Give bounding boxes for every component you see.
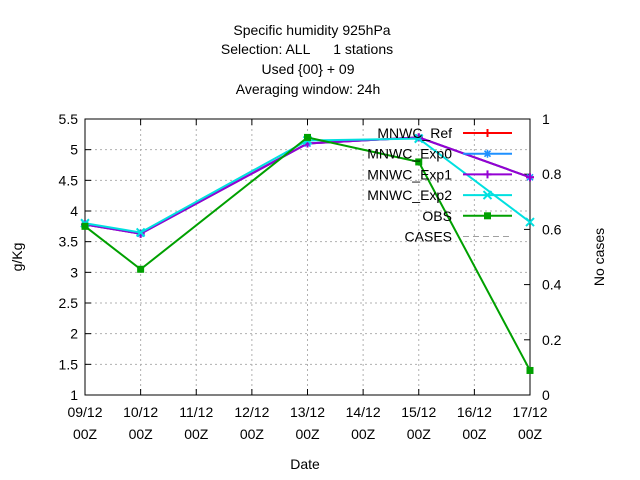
data-point: [137, 265, 145, 273]
grid: [85, 119, 530, 395]
x-tick-label: 15/12: [401, 404, 436, 420]
x-axis-label: Date: [290, 456, 320, 472]
legend-marker: [484, 212, 491, 220]
data-point: [526, 173, 534, 182]
x-tick-label: 16/12: [457, 404, 492, 420]
data-point: [525, 217, 535, 227]
series-group: [80, 133, 535, 374]
legend-marker: [482, 190, 493, 200]
y2-axis-label: No cases: [591, 228, 607, 286]
x-tick-label: 17/12: [512, 404, 547, 420]
chart-title-line-2: Selection: ALL 1 stations: [221, 41, 393, 57]
y2-axis-ticks: 0 0.2 0.4 0.6 0.8 1: [524, 111, 562, 403]
x-tick-label: 11/12: [179, 404, 213, 420]
data-point: [304, 133, 311, 141]
y-tick-label: 2: [70, 326, 78, 342]
y-tick-label: 3.5: [59, 234, 79, 250]
x-tick-sublabel: 00Z: [129, 426, 154, 442]
x-tick-sublabel: 00Z: [240, 426, 265, 442]
y2-tick-label: 1: [542, 111, 550, 127]
y-axis-ticks: 1 1.5 2 2.5 3 3.5 4 4.5 5 5.5: [59, 111, 91, 403]
data-point: [526, 366, 534, 374]
y2-tick-label: 0.8: [542, 166, 562, 182]
x-tick-sublabel: 00Z: [462, 426, 487, 442]
y-tick-label: 4.5: [59, 172, 79, 188]
y-tick-label: 2.5: [59, 295, 79, 311]
legend-marker: [483, 170, 492, 179]
legend-label: MNWC_Exp2: [367, 187, 452, 203]
y-tick-label: 1: [70, 387, 78, 403]
y-tick-label: 4: [70, 203, 78, 219]
x-tick-sublabel: 00Z: [351, 426, 376, 442]
legend: MNWC_Ref MNWC_Exp0 MNWC_Exp1 MNWC_Exp2 OBS CA…: [367, 125, 512, 245]
legend-label: CASES: [405, 229, 452, 245]
x-tick-sublabel: 00Z: [73, 426, 98, 442]
x-tick-label: 13/12: [290, 404, 325, 420]
legend-label: MNWC_Exp1: [367, 166, 452, 182]
legend-label: MNWC_Ref: [377, 125, 452, 141]
x-tick-label: 12/12: [234, 404, 269, 420]
x-tick-sublabel: 00Z: [184, 426, 209, 442]
x-tick-label: 09/12: [67, 404, 102, 420]
x-tick-sublabel: 00Z: [518, 426, 543, 442]
legend-marker: [483, 149, 492, 158]
data-point: [414, 133, 424, 144]
legend-marker: [483, 129, 492, 137]
x-axis-ticks: 09/12 00Z 10/12 00Z 11/12 00Z 12/12 00Z 13/12 00Z…: [67, 119, 548, 442]
chart-title-line-3: Used {00} + 09: [261, 61, 354, 77]
y-axis-label: g/Kg: [9, 243, 25, 272]
series-OBS: [81, 133, 534, 374]
y2-tick-label: 0.4: [542, 277, 562, 293]
y2-tick-label: 0: [542, 387, 550, 403]
x-tick-sublabel: 00Z: [295, 426, 320, 442]
y-tick-label: 3: [70, 264, 78, 280]
data-point: [415, 158, 423, 166]
chart-title-block: Specific humidity 925hPa Selection: ALL …: [221, 22, 393, 97]
x-tick-sublabel: 00Z: [407, 426, 432, 442]
y2-tick-label: 0.6: [542, 221, 562, 237]
y-tick-label: 1.5: [59, 356, 79, 372]
y-tick-label: 5: [70, 142, 78, 158]
legend-label: MNWC_Exp0: [367, 146, 452, 162]
chart-title-line-4: Averaging window: 24h: [236, 81, 381, 97]
chart-title-line-1: Specific humidity 925hPa: [233, 22, 390, 38]
y-tick-label: 5.5: [59, 111, 79, 127]
data-point: [135, 227, 146, 238]
x-tick-label: 10/12: [123, 404, 158, 420]
y2-tick-label: 0.2: [542, 332, 562, 348]
legend-label: OBS: [422, 208, 452, 224]
x-tick-label: 14/12: [346, 404, 381, 420]
data-point: [81, 222, 89, 230]
